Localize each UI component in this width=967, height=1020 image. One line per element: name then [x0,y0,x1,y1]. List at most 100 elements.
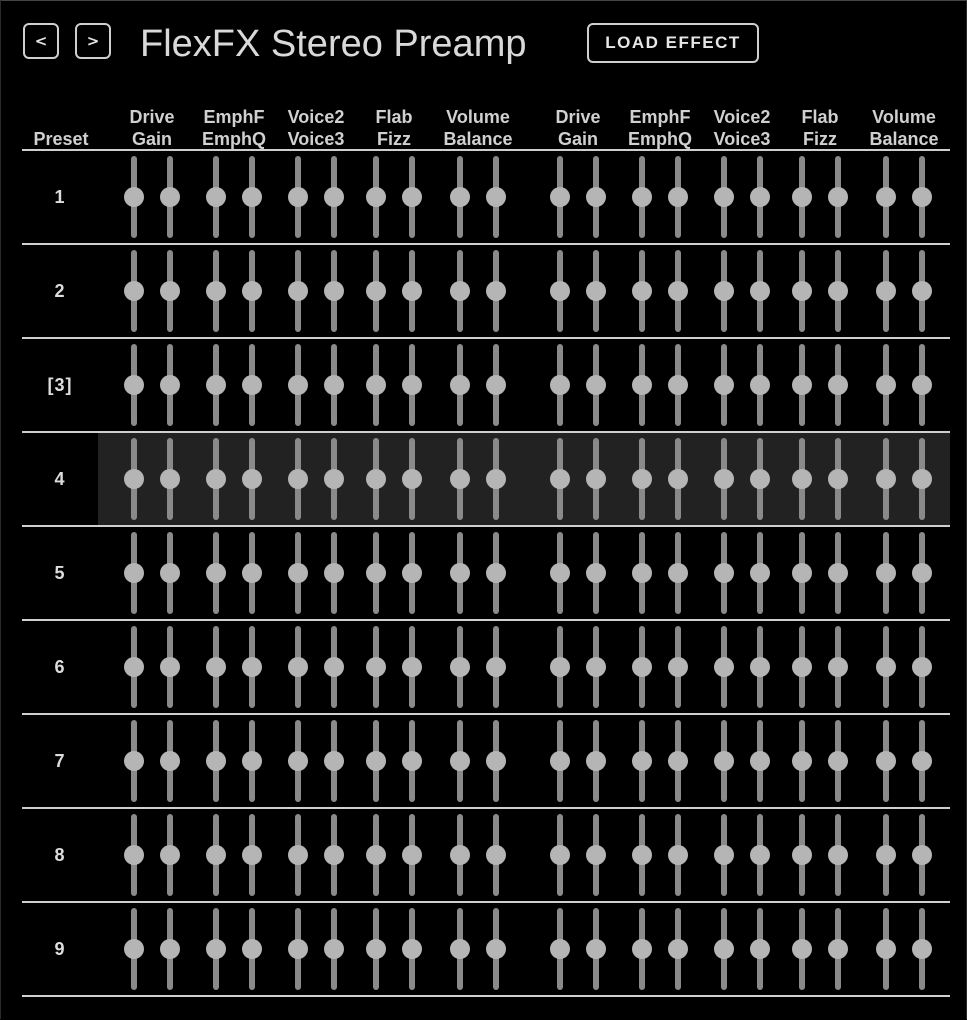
slider-thumb[interactable] [366,563,386,583]
slider-thumb[interactable] [402,751,422,771]
param-slider[interactable] [366,720,386,802]
param-slider[interactable] [160,438,180,520]
param-slider[interactable] [124,250,144,332]
param-slider[interactable] [402,626,422,708]
param-slider[interactable] [632,438,652,520]
slider-thumb[interactable] [206,281,226,301]
slider-thumb[interactable] [714,281,734,301]
slider-thumb[interactable] [750,939,770,959]
slider-thumb[interactable] [288,657,308,677]
param-slider[interactable] [792,532,812,614]
slider-thumb[interactable] [912,657,932,677]
param-slider[interactable] [402,532,422,614]
slider-thumb[interactable] [242,375,262,395]
param-slider[interactable] [366,344,386,426]
param-slider[interactable] [714,344,734,426]
slider-thumb[interactable] [668,845,688,865]
param-slider[interactable] [160,532,180,614]
param-slider[interactable] [242,626,262,708]
param-slider[interactable] [124,438,144,520]
slider-thumb[interactable] [206,939,226,959]
slider-thumb[interactable] [714,657,734,677]
slider-thumb[interactable] [750,563,770,583]
slider-thumb[interactable] [714,469,734,489]
param-slider[interactable] [632,908,652,990]
slider-thumb[interactable] [450,563,470,583]
slider-thumb[interactable] [586,375,606,395]
param-slider[interactable] [288,814,308,896]
slider-thumb[interactable] [876,657,896,677]
slider-thumb[interactable] [366,657,386,677]
param-slider[interactable] [550,532,570,614]
slider-thumb[interactable] [828,751,848,771]
param-slider[interactable] [750,344,770,426]
param-slider[interactable] [486,532,506,614]
slider-thumb[interactable] [402,657,422,677]
param-slider[interactable] [486,626,506,708]
param-slider[interactable] [206,908,226,990]
param-slider[interactable] [792,438,812,520]
slider-thumb[interactable] [586,845,606,865]
param-slider[interactable] [160,720,180,802]
slider-thumb[interactable] [242,845,262,865]
slider-thumb[interactable] [160,563,180,583]
slider-thumb[interactable] [828,469,848,489]
param-slider[interactable] [828,250,848,332]
slider-thumb[interactable] [668,469,688,489]
param-slider[interactable] [750,250,770,332]
slider-thumb[interactable] [486,657,506,677]
param-slider[interactable] [792,720,812,802]
slider-thumb[interactable] [792,563,812,583]
slider-thumb[interactable] [288,469,308,489]
preset-number[interactable]: 1 [22,151,98,243]
param-slider[interactable] [632,720,652,802]
param-slider[interactable] [288,438,308,520]
param-slider[interactable] [450,720,470,802]
slider-thumb[interactable] [124,187,144,207]
param-slider[interactable] [912,156,932,238]
param-slider[interactable] [714,532,734,614]
slider-thumb[interactable] [450,939,470,959]
slider-thumb[interactable] [366,751,386,771]
param-slider[interactable] [206,250,226,332]
param-slider[interactable] [366,250,386,332]
param-slider[interactable] [366,908,386,990]
param-slider[interactable] [366,438,386,520]
param-slider[interactable] [450,438,470,520]
slider-thumb[interactable] [912,469,932,489]
slider-thumb[interactable] [242,469,262,489]
slider-thumb[interactable] [324,281,344,301]
slider-thumb[interactable] [206,187,226,207]
slider-thumb[interactable] [586,751,606,771]
slider-thumb[interactable] [876,563,896,583]
param-slider[interactable] [242,814,262,896]
param-slider[interactable] [586,250,606,332]
slider-thumb[interactable] [242,657,262,677]
slider-thumb[interactable] [792,187,812,207]
param-slider[interactable] [750,814,770,896]
slider-thumb[interactable] [828,657,848,677]
slider-thumb[interactable] [714,845,734,865]
param-slider[interactable] [550,908,570,990]
param-slider[interactable] [324,156,344,238]
param-slider[interactable] [792,250,812,332]
slider-thumb[interactable] [912,281,932,301]
slider-thumb[interactable] [206,657,226,677]
param-slider[interactable] [714,626,734,708]
param-slider[interactable] [912,344,932,426]
param-slider[interactable] [550,250,570,332]
param-slider[interactable] [876,438,896,520]
param-slider[interactable] [550,156,570,238]
param-slider[interactable] [288,626,308,708]
slider-thumb[interactable] [402,939,422,959]
slider-thumb[interactable] [632,563,652,583]
param-slider[interactable] [586,720,606,802]
slider-thumb[interactable] [668,939,688,959]
param-slider[interactable] [750,720,770,802]
slider-thumb[interactable] [912,375,932,395]
param-slider[interactable] [828,814,848,896]
slider-thumb[interactable] [124,281,144,301]
slider-thumb[interactable] [912,939,932,959]
slider-thumb[interactable] [160,657,180,677]
slider-thumb[interactable] [714,939,734,959]
